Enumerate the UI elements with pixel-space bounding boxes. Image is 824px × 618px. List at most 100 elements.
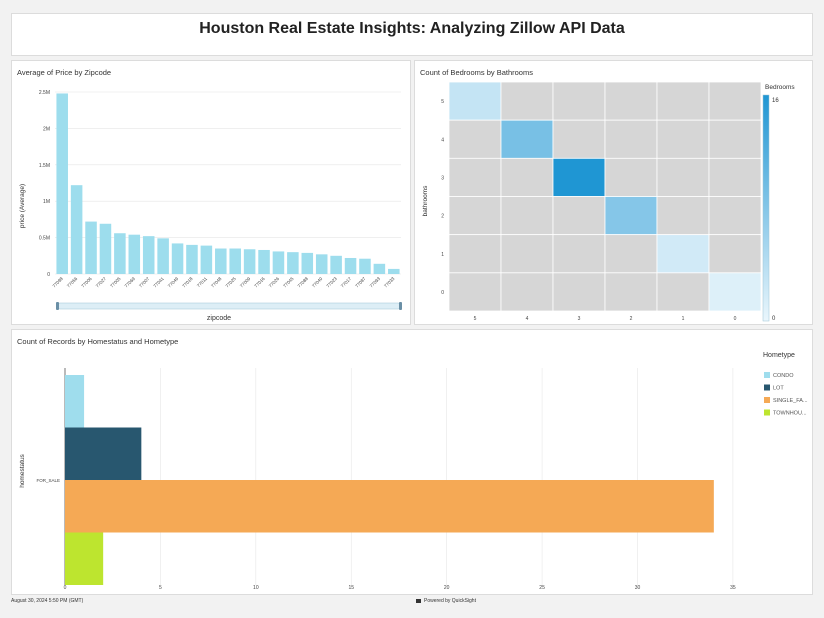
price-bar-77016[interactable] [258,249,270,274]
heatmap-cell-4-0[interactable] [500,272,554,312]
homestatus-category-label: FOR_SALE [36,478,60,483]
heatmap-cell-4-5[interactable] [500,81,554,121]
heatmap-cell-3-5[interactable] [552,81,606,121]
heatmap-legend-title: Bedrooms [765,84,795,91]
homestatus-bar-lot[interactable] [65,427,142,481]
heatmap-cell-1-0[interactable] [656,272,710,312]
heatmap-cell-0-1[interactable] [708,234,762,274]
price-chart-scroll-handle-left[interactable] [56,302,59,310]
heatmap-cell-5-1[interactable] [448,234,502,274]
price-bar-77098[interactable] [56,93,68,275]
bedrooms-by-bathrooms-heatmap[interactable]: 5 4 3 2 1 0 5 4 3 2 1 0 bathrooms Bedrooms 16 0 [415,61,814,326]
price-bar-77045[interactable] [287,252,299,274]
price-chart-scroll-track[interactable] [56,302,402,310]
price-bar-77011[interactable] [200,245,213,274]
homestatus-bar-condo[interactable] [65,375,85,428]
homestatus-x-tick-label: 25 [539,585,545,591]
heatmap-cell-0-0[interactable] [708,272,762,312]
price-bar-77026[interactable] [272,251,285,274]
hometype-legend-label[interactable]: SINGLE_FA... [773,398,808,404]
heatmap-cell-0-5[interactable] [708,81,762,121]
price-chart-y-tick-label: 2M [43,126,50,132]
heatmap-cell-5-5[interactable] [448,81,502,121]
homestatus-hometype-panel: Count of Records by Homestatus and Homet… [11,329,813,595]
hometype-legend-label[interactable]: LOT [773,386,784,392]
heatmap-cell-0-3[interactable] [708,157,762,197]
quicksight-icon [416,598,421,603]
hometype-legend-title: Hometype [763,352,795,359]
heatmap-cell-4-3[interactable] [500,157,554,197]
price-bar-77018[interactable] [186,244,198,274]
heatmap-cell-3-4[interactable] [552,119,606,159]
heatmap-cell-5-2[interactable] [448,196,502,236]
homestatus-bar-townhou[interactable] [65,532,104,586]
heatmap-cell-3-0[interactable] [552,272,606,312]
hometype-legend-swatch [764,397,770,403]
price-chart-x-tick-label: 77087 [354,276,367,289]
price-bar-77048[interactable] [215,248,227,274]
heatmap-cell-1-5[interactable] [656,81,710,121]
price-bar-77041[interactable] [157,238,169,274]
heatmap-cell-5-4[interactable] [448,119,502,159]
heatmap-cell-1-4[interactable] [656,119,710,159]
price-bar-77005[interactable] [114,233,126,274]
heatmap-y-tick-label: 3 [441,175,444,181]
price-bar-77027[interactable] [99,223,112,274]
price-bar-77049[interactable] [171,243,184,274]
price-bar-77088[interactable] [301,252,314,274]
price-chart-y-tick-label: 1.5M [39,163,50,169]
heatmap-cell-2-4[interactable] [604,119,658,159]
price-bar-77069[interactable] [128,234,141,274]
price-chart-x-tick-label: 77049 [167,276,180,289]
heatmap-cell-0-4[interactable] [708,119,762,159]
price-chart-y-tick-label: 1M [43,199,50,205]
price-chart-x-tick-label: 77017 [340,276,353,289]
price-bar-77009[interactable] [243,249,256,274]
heatmap-cell-5-0[interactable] [448,272,502,312]
heatmap-x-tick-label: 4 [526,316,529,322]
price-chart-x-tick-label: 77009 [239,276,252,289]
price-bar-77023[interactable] [330,255,342,274]
hometype-legend-label[interactable]: CONDO [773,373,794,379]
price-bar-77025[interactable] [229,248,241,274]
homestatus-x-tick-label: 35 [730,585,736,591]
heatmap-cell-3-1[interactable] [552,234,606,274]
heatmap-cell-2-1[interactable] [604,234,658,274]
price-bar-77040[interactable] [315,254,328,274]
price-bar-77006[interactable] [85,221,97,274]
heatmap-cell-5-3[interactable] [448,157,502,197]
heatmap-cell-0-2[interactable] [708,196,762,236]
heatmap-cell-4-2[interactable] [500,196,554,236]
homestatus-bar-single-fa[interactable] [65,480,714,533]
heatmap-cell-2-2[interactable] [604,196,658,236]
heatmap-cell-1-2[interactable] [656,196,710,236]
heatmap-cell-1-1[interactable] [656,234,710,274]
heatmap-cell-1-3[interactable] [656,157,710,197]
heatmap-cell-4-4[interactable] [500,119,554,159]
price-bar-77033[interactable] [388,268,400,274]
heatmap-cell-2-3[interactable] [604,157,658,197]
heatmap-cell-2-5[interactable] [604,81,658,121]
homestatus-x-tick-label: 5 [159,585,162,591]
heatmap-cell-2-0[interactable] [604,272,658,312]
price-chart-scroll-handle-right[interactable] [399,302,402,310]
price-bar-77007[interactable] [142,236,155,274]
price-chart-x-tick-label: 77088 [297,276,310,289]
heatmap-cell-3-3[interactable] [552,157,606,197]
price-chart-title: Average of Price by Zipcode [17,68,112,77]
heatmap-cell-4-1[interactable] [500,234,554,274]
price-bar-77017[interactable] [344,257,357,274]
price-bar-77087[interactable] [359,258,371,274]
price-chart-x-tick-label: 77069 [124,276,137,289]
homestatus-x-tick-label: 20 [444,585,450,591]
price-bar-77056[interactable] [70,185,83,274]
footer-timestamp: August 30, 2024 5:50 PM (GMT) [11,598,84,604]
price-bar-77093[interactable] [373,263,386,274]
homestatus-hometype-chart[interactable]: 0 5 10 15 20 25 30 35 FOR_SALE homestatus Homet… [12,330,814,596]
heatmap-y-tick-label: 0 [441,290,444,296]
price-chart-x-tick-label: 77007 [138,276,151,289]
hometype-legend-label[interactable]: TOWNHOU... [773,411,807,417]
heatmap-cell-3-2[interactable] [552,196,606,236]
heatmap-y-tick-label: 1 [441,252,444,258]
